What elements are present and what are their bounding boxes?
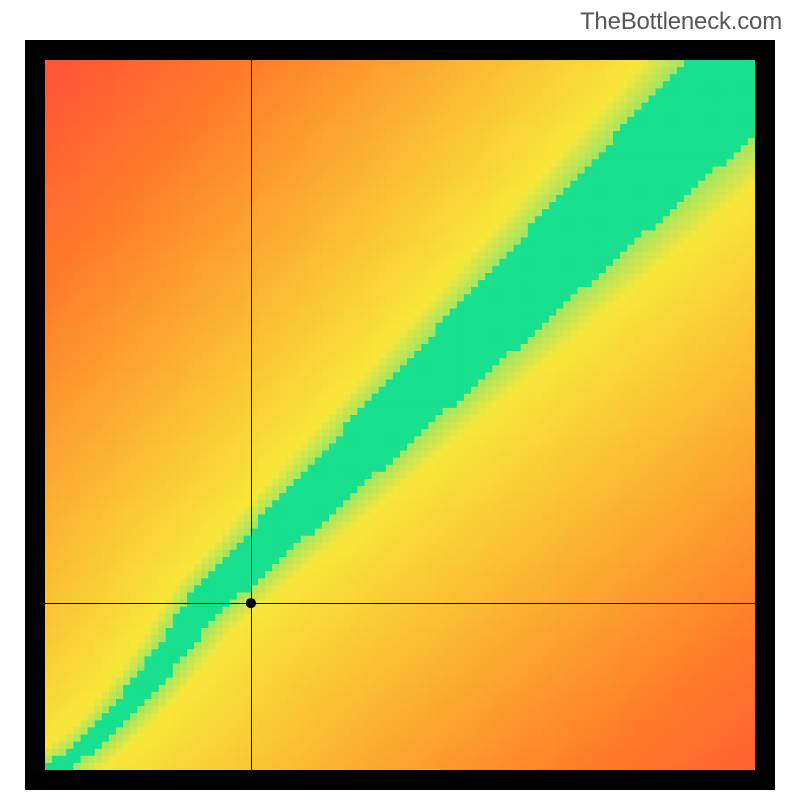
watermark-text: TheBottleneck.com: [580, 8, 782, 36]
chart-frame: [25, 40, 775, 790]
bottleneck-heatmap: [45, 60, 755, 770]
